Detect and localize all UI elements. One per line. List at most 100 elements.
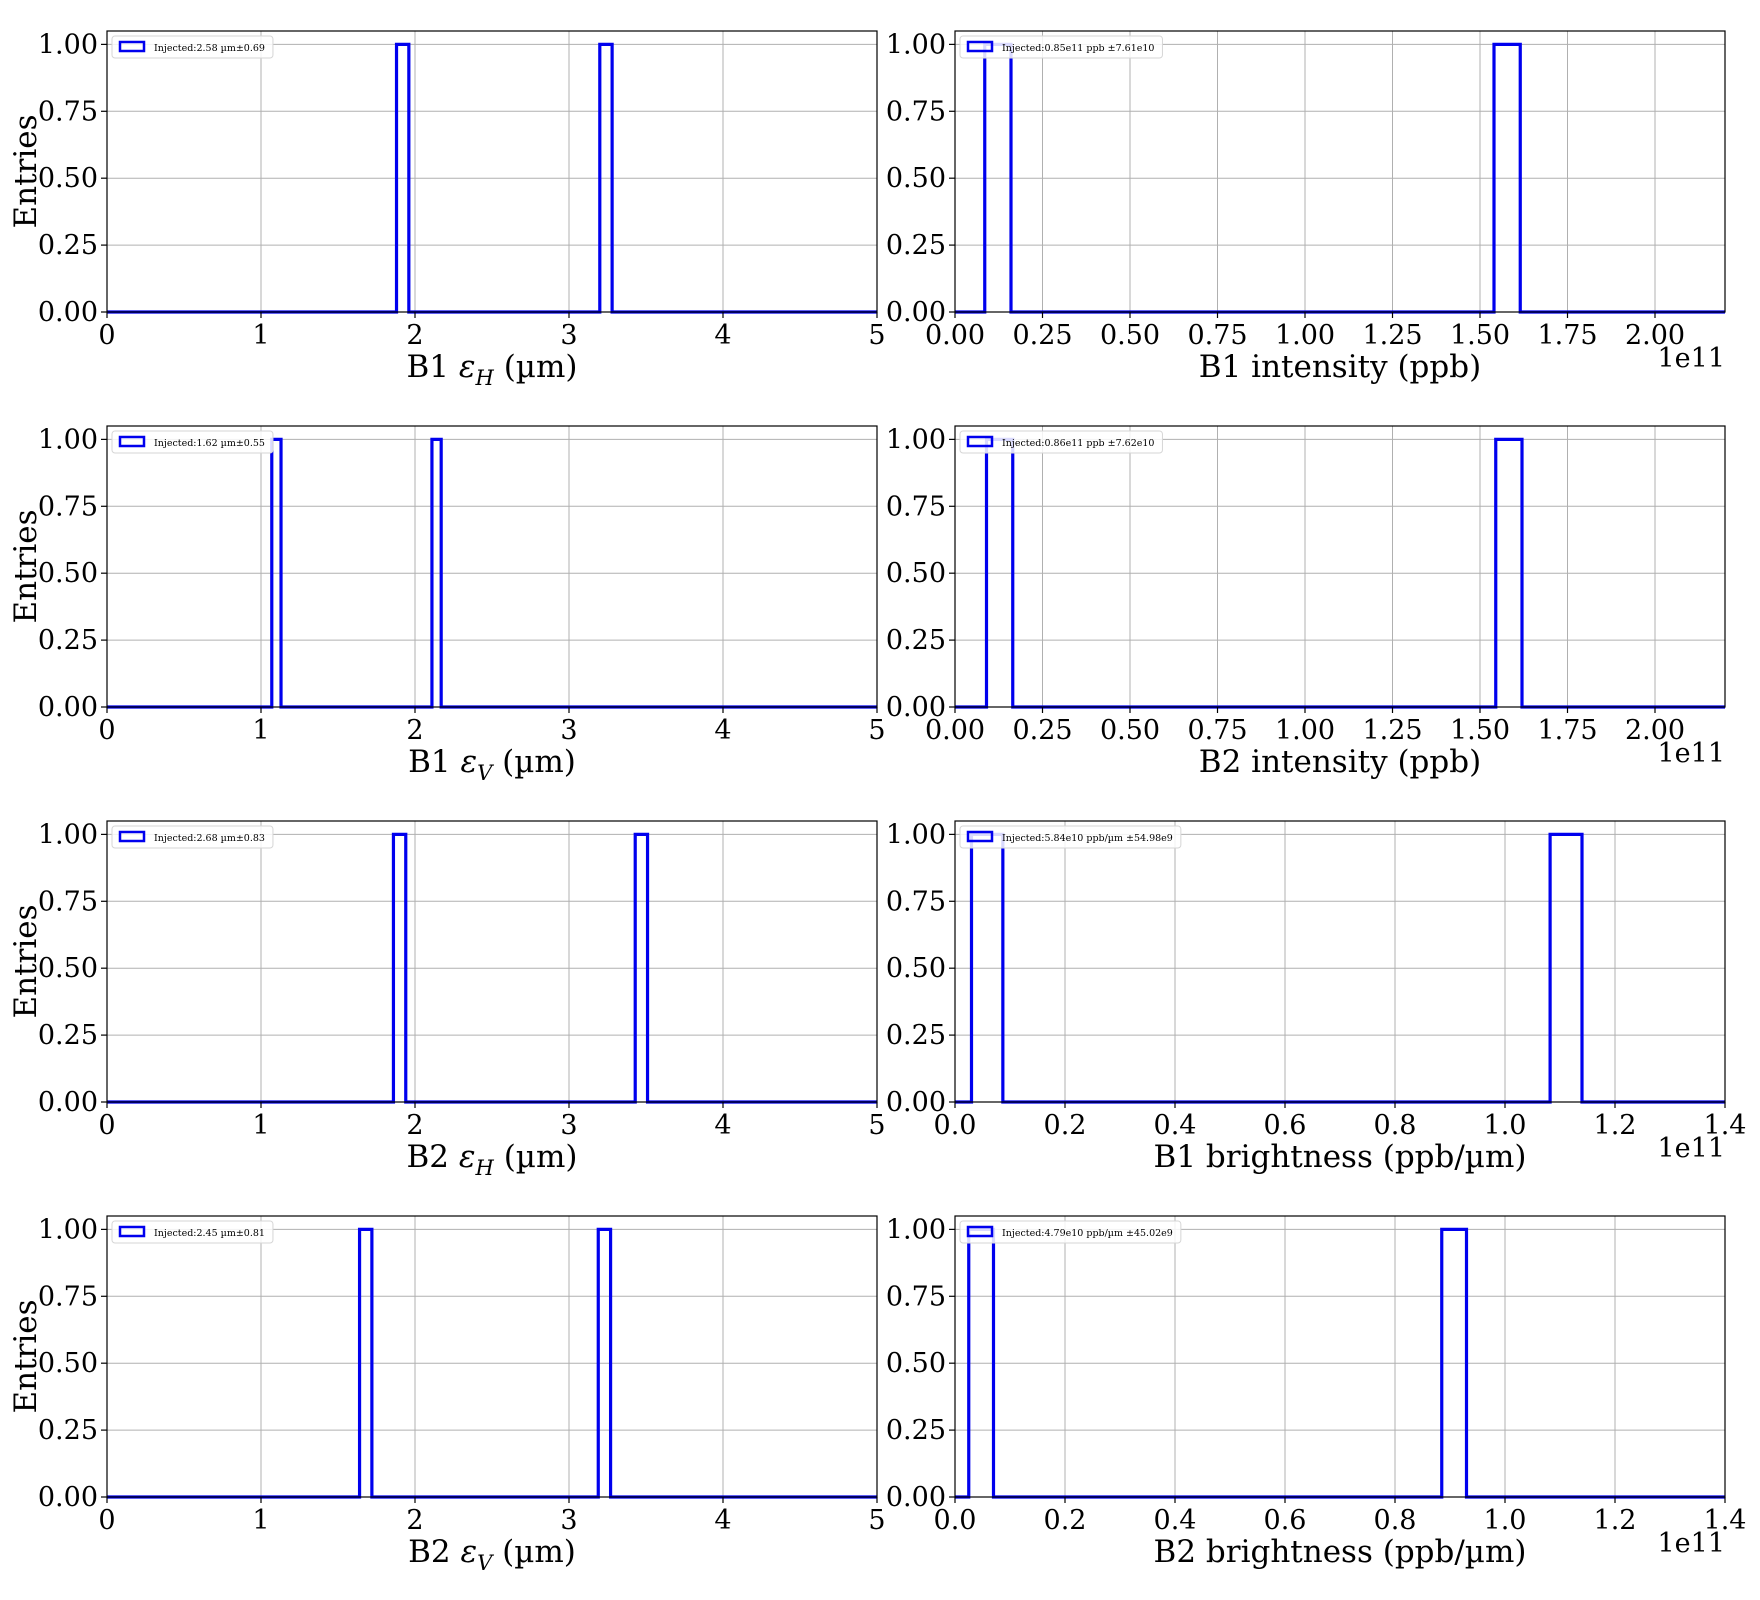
y-tick-label: 0.25	[38, 1020, 98, 1051]
y-tick-label: 0.25	[38, 230, 98, 261]
y-tick-label: 0.75	[38, 1281, 98, 1312]
x-tick-label: 4	[714, 1110, 731, 1141]
legend-box	[959, 430, 1163, 454]
legend-entry-label: Injected:1.62 µm±0.55	[154, 438, 265, 449]
y-tick-label: 0.00	[38, 297, 98, 328]
axes-frame	[106, 820, 878, 1103]
x-tick-label: 2	[406, 715, 423, 746]
x-tick-label: 1.0	[1484, 1110, 1527, 1141]
x-tick-label: 0.50	[1100, 715, 1160, 746]
y-tick-label: 0.25	[886, 625, 946, 656]
legend: Injected:2.68 µm±0.83	[111, 825, 274, 849]
legend-swatch	[966, 830, 994, 843]
x-axis-label: B1 εV (µm)	[408, 744, 576, 785]
y-tick-label: 0.00	[38, 1482, 98, 1513]
x-tick-label: 3	[560, 320, 577, 351]
x-tick-label: 4	[714, 1505, 731, 1536]
histogram-panel-5: 0 1 2 3 4 5 0.00 0.25 0.50 0.75 1.00 B2 εH (µm) Entr…	[8, 819, 886, 1180]
x-offset-text: 1e11	[1657, 1133, 1725, 1164]
x-offset-text: 1e11	[1657, 738, 1725, 769]
x-axis-label: B2 εV (µm)	[408, 1534, 576, 1575]
legend-box	[959, 825, 1182, 849]
x-offset-text: 1e11	[1657, 343, 1725, 374]
x-tick-label: 0	[98, 715, 115, 746]
x-tick-label: 3	[560, 1505, 577, 1536]
y-axis-label: Entries	[8, 1299, 44, 1413]
x-tick-label: 1.25	[1362, 320, 1422, 351]
x-axis-label: B1 εH (µm)	[407, 349, 578, 390]
legend-entry-label: Injected:0.86e11 ppb ±7.62e10	[1002, 438, 1154, 449]
x-tick-label: 1.2	[1594, 1110, 1637, 1141]
histogram-panel-3: 0 1 2 3 4 5 0.00 0.25 0.50 0.75 1.00 B1 εV (µm) Entr…	[8, 424, 886, 785]
x-tick-label: 1.4	[1704, 1505, 1747, 1536]
legend: Injected:2.45 µm±0.81	[111, 1220, 274, 1244]
x-tick-label: 1.75	[1537, 715, 1597, 746]
x-tick-label: 0.6	[1264, 1110, 1307, 1141]
x-tick-label: 0.2	[1044, 1505, 1087, 1536]
axes-frame	[954, 1215, 1726, 1498]
x-tick-label: 0	[98, 1505, 115, 1536]
y-tick-label: 1.00	[886, 819, 946, 850]
axes-frame	[954, 820, 1726, 1103]
x-tick-label: 1.0	[1484, 1505, 1527, 1536]
histogram-panel-7: 0 1 2 3 4 5 0.00 0.25 0.50 0.75 1.00 B2 εV (µm) Entr…	[8, 1214, 886, 1575]
y-tick-label: 0.50	[38, 163, 98, 194]
y-tick-label: 0.25	[886, 1020, 946, 1051]
x-tick-label: 1.75	[1537, 320, 1597, 351]
x-tick-label: 5	[868, 1505, 885, 1536]
legend-entry-label: Injected:2.58 µm±0.69	[154, 43, 265, 54]
x-tick-label: 0.8	[1374, 1505, 1417, 1536]
y-axis-label: Entries	[8, 114, 44, 228]
x-tick-label: 0.50	[1100, 320, 1160, 351]
y-tick-label: 1.00	[886, 424, 946, 455]
y-tick-label: 1.00	[38, 1214, 98, 1245]
x-offset-text: 1e11	[1657, 1528, 1725, 1559]
x-tick-label: 0	[98, 1110, 115, 1141]
legend-box	[111, 430, 274, 454]
axes-frame	[954, 30, 1726, 313]
y-tick-label: 0.75	[38, 96, 98, 127]
y-tick-label: 0.50	[38, 558, 98, 589]
legend-box	[959, 1220, 1182, 1244]
legend-swatch	[118, 1225, 146, 1238]
histogram-panel-2: 0.00 0.25 0.50 0.75 1.00 1.25 1.50 1.75 2.00 0.00…	[886, 29, 1726, 385]
x-tick-label: 3	[560, 1110, 577, 1141]
legend: Injected:0.86e11 ppb ±7.62e10	[959, 430, 1163, 454]
y-tick-label: 0.50	[38, 953, 98, 984]
legend-swatch	[118, 830, 146, 843]
legend-swatch	[966, 435, 994, 448]
y-tick-label: 1.00	[886, 29, 946, 60]
y-axis-label: Entries	[8, 904, 44, 1018]
legend-entry-label: Injected:0.85e11 ppb ±7.61e10	[1002, 43, 1154, 54]
y-tick-label: 0.00	[38, 692, 98, 723]
x-tick-label: 4	[714, 320, 731, 351]
histogram-panel-8: 0.0 0.2 0.4 0.6 0.8 1.0 1.2 1.4 0.00 0.25 0.50 0.75…	[886, 1214, 1747, 1570]
x-tick-label: 0.00	[925, 715, 985, 746]
y-tick-label: 1.00	[38, 424, 98, 455]
y-tick-label: 0.50	[886, 1348, 946, 1379]
x-axis-label: B2 intensity (ppb)	[1199, 744, 1481, 780]
x-tick-label: 1.2	[1594, 1505, 1637, 1536]
axes-frame	[106, 30, 878, 313]
x-tick-label: 1.4	[1704, 1110, 1747, 1141]
x-tick-label: 0.4	[1154, 1505, 1197, 1536]
y-tick-label: 0.25	[886, 1415, 946, 1446]
y-tick-label: 0.00	[38, 1087, 98, 1118]
y-tick-label: 0.50	[886, 558, 946, 589]
x-tick-label: 0.25	[1012, 715, 1072, 746]
x-tick-label: 5	[868, 715, 885, 746]
legend-swatch	[966, 40, 994, 53]
y-tick-label: 0.75	[886, 491, 946, 522]
x-tick-label: 0.2	[1044, 1110, 1087, 1141]
histogram-panel-1: 0 1 2 3 4 5 0.00 0.25 0.50 0.75 1.00 B1 εH (µm) Entr…	[8, 29, 886, 390]
x-tick-label: 0.25	[1012, 320, 1072, 351]
x-axis-label: B1 intensity (ppb)	[1199, 349, 1481, 385]
x-tick-label: 0.75	[1187, 715, 1247, 746]
axes-frame	[954, 425, 1726, 708]
x-tick-label: 2	[406, 1110, 423, 1141]
x-tick-label: 0.00	[925, 320, 985, 351]
y-tick-label: 0.00	[886, 1087, 946, 1118]
x-tick-label: 0.4	[1154, 1110, 1197, 1141]
y-tick-label: 1.00	[38, 29, 98, 60]
legend: Injected:1.62 µm±0.55	[111, 430, 274, 454]
